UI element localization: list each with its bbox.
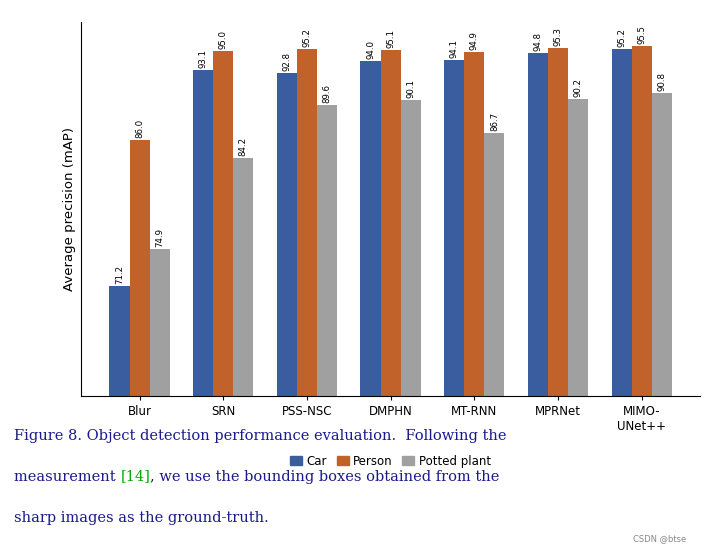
- Text: 92.8: 92.8: [282, 52, 291, 71]
- Text: 95.5: 95.5: [637, 26, 646, 44]
- Text: 89.6: 89.6: [322, 84, 332, 103]
- Text: 71.2: 71.2: [115, 264, 124, 284]
- Text: 94.9: 94.9: [470, 32, 479, 50]
- Text: CSDN @btse: CSDN @btse: [633, 535, 686, 543]
- Text: [14]: [14]: [120, 470, 151, 484]
- Y-axis label: Average precision (mAP): Average precision (mAP): [63, 127, 76, 291]
- Bar: [548, 49, 568, 546]
- Bar: [484, 133, 504, 546]
- Legend: Car, Person, Potted plant: Car, Person, Potted plant: [286, 450, 496, 472]
- Bar: [361, 61, 380, 546]
- Text: 86.0: 86.0: [135, 119, 144, 138]
- Text: 90.2: 90.2: [573, 78, 583, 97]
- Bar: [528, 54, 548, 546]
- Text: Figure 8. Object detection performance evaluation.  Following the: Figure 8. Object detection performance e…: [14, 429, 507, 443]
- Bar: [214, 51, 233, 546]
- Bar: [444, 60, 464, 546]
- Bar: [277, 73, 297, 546]
- Text: 95.2: 95.2: [617, 28, 626, 48]
- Bar: [380, 50, 401, 546]
- Bar: [652, 93, 672, 546]
- Bar: [193, 70, 214, 546]
- Bar: [129, 140, 150, 546]
- Bar: [568, 99, 588, 546]
- Bar: [631, 46, 652, 546]
- Text: 90.8: 90.8: [658, 72, 666, 91]
- Bar: [401, 99, 421, 546]
- Text: , we use the bounding boxes obtained from the: , we use the bounding boxes obtained fro…: [151, 470, 500, 484]
- Bar: [110, 286, 129, 546]
- Text: 95.0: 95.0: [218, 31, 228, 49]
- Text: 95.3: 95.3: [554, 27, 563, 46]
- Text: 95.2: 95.2: [303, 28, 311, 48]
- Bar: [150, 249, 170, 546]
- Bar: [612, 49, 631, 546]
- Text: 94.1: 94.1: [450, 39, 459, 58]
- Text: 84.2: 84.2: [239, 136, 248, 156]
- Bar: [233, 158, 253, 546]
- Text: 74.9: 74.9: [155, 228, 164, 247]
- Bar: [297, 49, 317, 546]
- Text: 94.0: 94.0: [366, 40, 375, 59]
- Text: 90.1: 90.1: [407, 79, 415, 98]
- Text: 86.7: 86.7: [490, 112, 499, 131]
- Bar: [317, 104, 337, 546]
- Text: sharp images as the ground-truth.: sharp images as the ground-truth.: [14, 511, 269, 525]
- Text: 93.1: 93.1: [199, 49, 208, 68]
- Text: 94.8: 94.8: [533, 32, 542, 51]
- Bar: [464, 52, 484, 546]
- Text: measurement: measurement: [14, 470, 120, 484]
- Text: 95.1: 95.1: [386, 29, 395, 49]
